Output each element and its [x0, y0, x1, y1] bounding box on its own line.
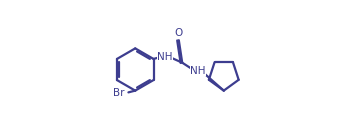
Text: NH: NH — [158, 52, 173, 62]
Text: NH: NH — [190, 66, 206, 76]
Text: O: O — [175, 28, 183, 38]
Text: Br: Br — [113, 88, 124, 98]
